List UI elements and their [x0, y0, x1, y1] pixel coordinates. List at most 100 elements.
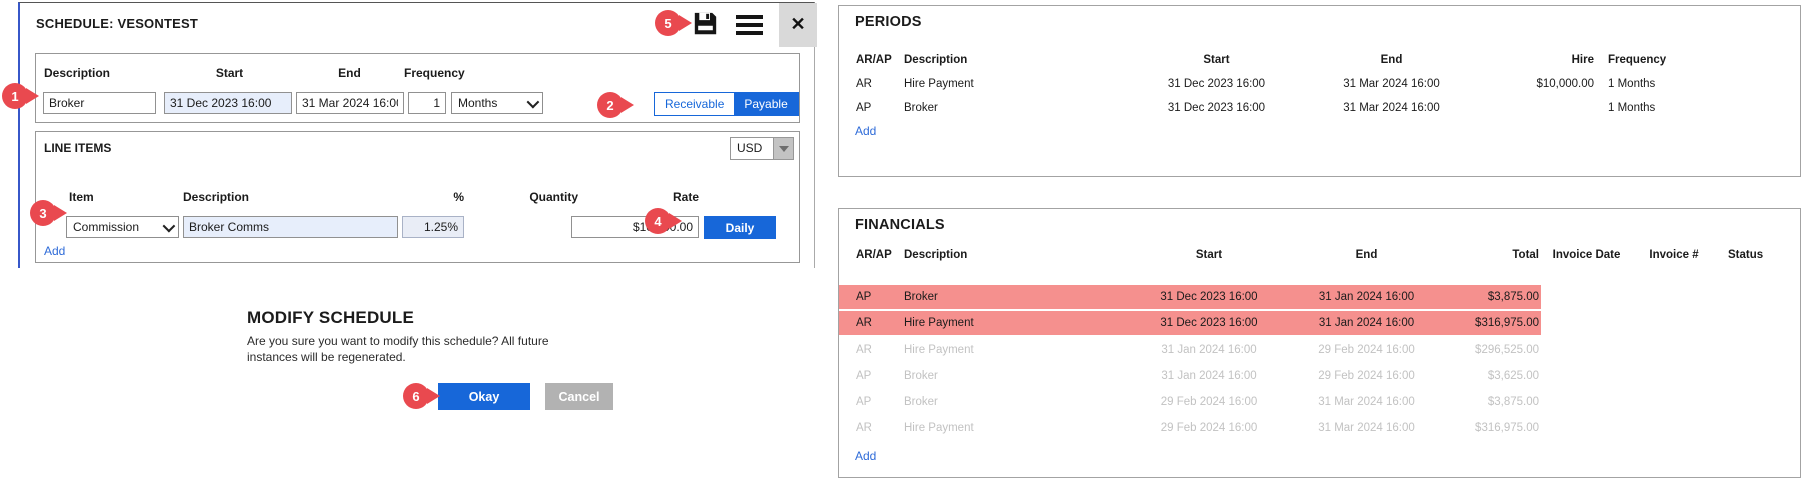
cell-frequency: 1 Months	[1608, 78, 1656, 90]
cell-description: Hire Payment	[904, 317, 974, 329]
cell-start: 29 Feb 2024 16:00	[1160, 422, 1258, 434]
cell-description: Hire Payment	[904, 78, 974, 90]
cell-end: 31 Jan 2024 16:00	[1318, 317, 1415, 329]
financials-panel: FINANCIALS AR/AP Description Start End T…	[838, 208, 1801, 478]
col-description: Description	[904, 249, 968, 261]
modify-schedule-dialog: MODIFY SCHEDULE Are you sure you want to…	[247, 308, 637, 418]
cell-end: 31 Mar 2024 16:00	[1318, 422, 1415, 434]
cell-end: 31 Mar 2024 16:00	[1343, 102, 1440, 114]
close-button[interactable]: ✕	[779, 3, 817, 47]
financials-row[interactable]: AP Broker 29 Feb 2024 16:00 31 Mar 2024 …	[839, 389, 1800, 415]
financials-row[interactable]: AR Hire Payment 29 Feb 2024 16:00 31 Mar…	[839, 415, 1800, 441]
cell-end: 31 Jan 2024 16:00	[1318, 291, 1415, 303]
payable-option[interactable]: Payable	[734, 93, 798, 115]
save-icon[interactable]	[692, 10, 719, 42]
col-status: Status	[1728, 249, 1764, 261]
triangle-down-icon	[778, 145, 789, 152]
col-arap: AR/AP	[856, 249, 892, 261]
cell-hire: $10,000.00	[1536, 78, 1594, 90]
cell-end: 29 Feb 2024 16:00	[1318, 370, 1415, 382]
end-label: End	[338, 66, 361, 80]
line-items-add-link[interactable]: Add	[44, 244, 66, 258]
col-frequency: Frequency	[1608, 54, 1667, 66]
start-field[interactable]	[164, 92, 292, 114]
frequency-label: Frequency	[404, 66, 465, 80]
cell-arap: AR	[856, 317, 872, 329]
cell-description: Broker	[904, 291, 938, 303]
modify-dialog-title: MODIFY SCHEDULE	[247, 308, 415, 327]
receivable-option[interactable]: Receivable	[655, 93, 735, 115]
chevron-down-icon	[162, 219, 176, 232]
close-icon: ✕	[790, 14, 806, 34]
cell-arap: AP	[856, 291, 872, 303]
financials-title: FINANCIALS	[855, 217, 945, 233]
menu-icon[interactable]	[736, 15, 763, 39]
cell-arap: AP	[856, 370, 872, 382]
cell-description: Hire Payment	[904, 344, 974, 356]
cell-total: $3,875.00	[1487, 396, 1539, 408]
percent-column-header: %	[453, 190, 464, 204]
currency-value: USD	[737, 141, 763, 155]
line-description-field[interactable]	[183, 216, 398, 238]
annotation-marker-5: 5	[655, 10, 681, 36]
rate-basis-button[interactable]: Daily	[704, 216, 776, 239]
quantity-column-header: Quantity	[529, 190, 578, 204]
cell-description: Broker	[904, 102, 938, 114]
okay-button[interactable]: Okay	[438, 383, 530, 410]
financials-row[interactable]: AR Hire Payment 31 Dec 2023 16:00 31 Jan…	[839, 311, 1800, 337]
receivable-payable-toggle: Receivable Payable	[654, 92, 799, 116]
currency-select[interactable]: USD	[730, 137, 794, 160]
cell-total: $316,975.00	[1475, 317, 1539, 329]
annotation-marker-3: 3	[30, 200, 56, 226]
periods-header-row: AR/AP Description Start End Hire Frequen…	[839, 50, 1800, 70]
cell-start: 31 Jan 2024 16:00	[1161, 370, 1257, 382]
schedule-fields-panel: Description Start End Frequency Months R…	[35, 53, 800, 123]
cancel-button[interactable]: Cancel	[545, 383, 613, 410]
col-description: Description	[904, 54, 968, 66]
cell-start: 31 Jan 2024 16:00	[1161, 344, 1257, 356]
cell-description: Hire Payment	[904, 422, 974, 434]
dialog-title: SCHEDULE: VESONTEST	[36, 16, 198, 31]
cell-end: 31 Mar 2024 16:00	[1318, 396, 1415, 408]
currency-dropdown-button[interactable]	[773, 138, 793, 159]
cell-frequency: 1 Months	[1608, 102, 1656, 114]
cell-start: 31 Dec 2023 16:00	[1167, 78, 1266, 90]
description-column-header: Description	[183, 190, 250, 204]
frequency-unit-select[interactable]: Months	[451, 92, 543, 114]
item-select[interactable]: Commission	[66, 216, 179, 238]
rate-column-header: Rate	[672, 190, 699, 204]
cell-arap: AR	[856, 344, 872, 356]
financials-row[interactable]: AP Broker 31 Dec 2023 16:00 31 Jan 2024 …	[839, 285, 1800, 311]
periods-add-link[interactable]: Add	[855, 124, 877, 138]
financials-add-link[interactable]: Add	[855, 449, 877, 463]
cell-arap: AR	[856, 422, 872, 434]
financials-header-row: AR/AP Description Start End Total Invoic…	[839, 245, 1800, 265]
cell-arap: AR	[856, 78, 872, 90]
col-end: End	[1380, 54, 1403, 66]
annotation-marker-2: 2	[597, 92, 623, 118]
cell-arap: AP	[856, 396, 872, 408]
cell-total: $296,525.00	[1475, 344, 1539, 356]
cell-description: Broker	[904, 396, 938, 408]
cell-start: 31 Dec 2023 16:00	[1160, 291, 1258, 303]
description-field[interactable]	[43, 92, 156, 114]
frequency-count-field[interactable]	[408, 92, 446, 114]
chevron-down-icon	[526, 95, 540, 108]
cell-description: Broker	[904, 370, 938, 382]
percent-field[interactable]: 1.25%	[402, 216, 464, 238]
col-start: Start	[1203, 54, 1230, 66]
annotation-marker-6: 6	[403, 383, 429, 409]
col-start: Start	[1195, 249, 1223, 261]
end-field[interactable]	[296, 92, 404, 114]
cell-arap: AP	[856, 102, 872, 114]
cell-end: 31 Mar 2024 16:00	[1343, 78, 1440, 90]
financials-row[interactable]: AR Hire Payment 31 Jan 2024 16:00 29 Feb…	[839, 337, 1800, 363]
periods-row[interactable]: AP Broker 31 Dec 2023 16:00 31 Mar 2024 …	[839, 96, 1800, 120]
cell-total: $3,625.00	[1487, 370, 1539, 382]
periods-row[interactable]: AR Hire Payment 31 Dec 2023 16:00 31 Mar…	[839, 72, 1800, 96]
cell-total: $316,975.00	[1475, 422, 1539, 434]
cell-start: 31 Dec 2023 16:00	[1160, 317, 1258, 329]
schedule-dialog-header: SCHEDULE: VESONTEST ✕	[20, 3, 817, 47]
financials-row[interactable]: AP Broker 31 Jan 2024 16:00 29 Feb 2024 …	[839, 363, 1800, 389]
